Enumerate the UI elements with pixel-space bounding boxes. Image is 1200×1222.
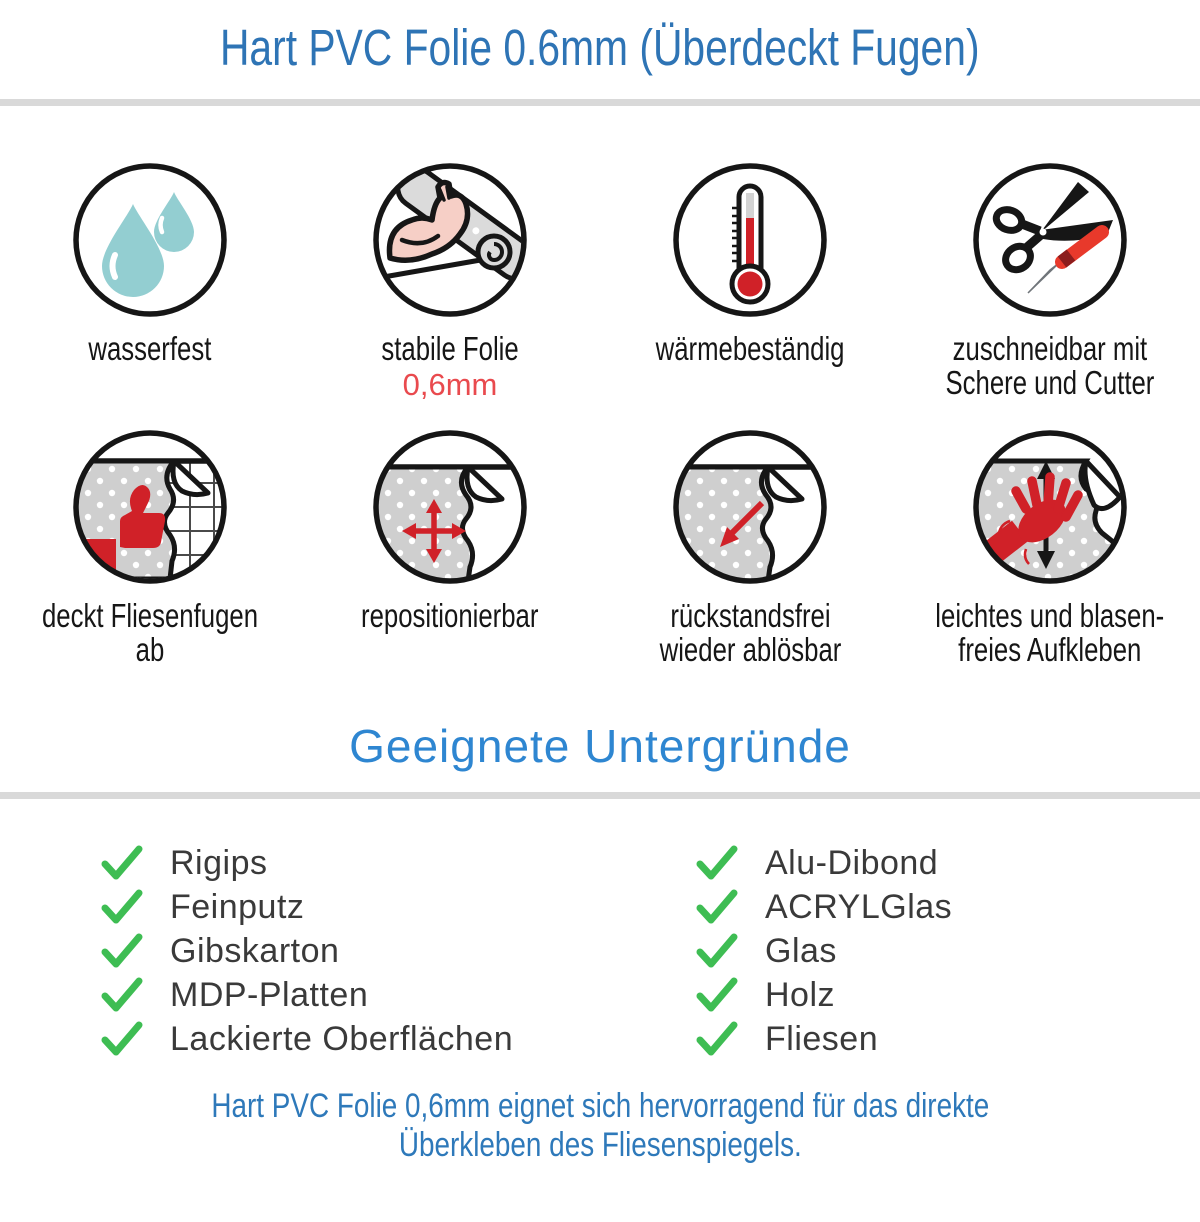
- hand-smoothing-icon: [973, 429, 1127, 584]
- feature-waermebestaendig: wärmebeständig: [600, 160, 900, 401]
- feature-label: wasserfest: [88, 330, 212, 367]
- subsurface-checklist: Rigips Feinputz Gibskarton MDP-Platten L…: [0, 841, 1200, 1061]
- check-icon: [696, 933, 738, 968]
- footer-note: Hart PVC Folie 0,6mm eignet sich hervorr…: [0, 1087, 1200, 1165]
- check-icon: [101, 845, 143, 880]
- check-icon: [101, 1021, 143, 1056]
- list-item-label: Rigips: [170, 843, 268, 882]
- list-item: Feinputz: [100, 885, 695, 929]
- feature-label: deckt Fliesenfugen ab: [41, 596, 259, 668]
- feature-label: repositionierbar: [361, 596, 539, 634]
- check-icon: [696, 845, 738, 880]
- list-item: ACRYLGlas: [695, 885, 952, 929]
- list-item: Holz: [695, 973, 952, 1017]
- thermometer-icon: [673, 163, 827, 317]
- feature-leichtes-aufkleben: leichtes und blasen- freies Aufkleben: [900, 427, 1200, 668]
- list-item: Lackierte Oberflächen: [100, 1017, 695, 1061]
- list-item-label: Alu-Dibond: [765, 843, 939, 882]
- features-grid: wasserfest sta: [0, 160, 1200, 667]
- thumb-up-tiles-icon: [73, 429, 227, 584]
- section-heading-untergruende: Geeignete Untergründe: [349, 720, 851, 773]
- product-infographic: Hart PVC Folie 0.6mm (Überdeckt Fugen) w…: [0, 22, 1200, 1222]
- feature-label: stabile Folie: [381, 330, 519, 367]
- list-item: Rigips: [100, 841, 695, 885]
- list-item-label: MDP-Platten: [170, 975, 369, 1014]
- divider-bar-top: [0, 99, 1200, 106]
- list-item: MDP-Platten: [100, 973, 695, 1017]
- muscle-foil-roll-icon: [373, 163, 527, 317]
- feature-sublabel-thickness: 0,6mm: [402, 367, 498, 403]
- feature-repositionierbar: repositionierbar: [300, 427, 600, 668]
- list-item: Gibskarton: [100, 929, 695, 973]
- page-title-text: Hart PVC Folie 0.6mm (Überdeckt Fugen): [220, 19, 980, 76]
- list-item-label: Holz: [765, 975, 836, 1014]
- list-item-label: Fliesen: [765, 1019, 879, 1058]
- list-item: Alu-Dibond: [695, 841, 952, 885]
- page-title: Hart PVC Folie 0.6mm (Überdeckt Fugen): [0, 22, 1200, 73]
- feature-deckt-fliesenfugen: deckt Fliesenfugen ab: [0, 427, 300, 668]
- list-item-label: Glas: [765, 931, 837, 970]
- feature-label: rückstandsfrei wieder ablösbar: [659, 596, 841, 668]
- list-item-label: Lackierte Oberflächen: [170, 1019, 514, 1058]
- list-item-label: Feinputz: [170, 887, 305, 926]
- list-item-label: Gibskarton: [170, 931, 340, 970]
- feature-label: zuschneidbar mit Schere und Cutter: [945, 330, 1155, 402]
- feature-label: leichtes und blasen- freies Aufkleben: [935, 596, 1165, 668]
- footer-note-text: Hart PVC Folie 0,6mm eignet sich hervorr…: [211, 1087, 989, 1165]
- scissors-cutter-icon: [973, 163, 1127, 317]
- water-drops-icon: [73, 163, 227, 317]
- peel-arrow-foil-icon: [673, 429, 827, 584]
- check-icon: [696, 1021, 738, 1056]
- check-icon: [696, 977, 738, 1012]
- feature-rueckstandsfrei: rückstandsfrei wieder ablösbar: [600, 427, 900, 668]
- checklist-column-left: Rigips Feinputz Gibskarton MDP-Platten L…: [100, 841, 695, 1061]
- move-arrows-foil-icon: [373, 429, 527, 584]
- feature-wasserfest: wasserfest: [0, 160, 300, 401]
- check-icon: [101, 977, 143, 1012]
- check-icon: [101, 933, 143, 968]
- divider-bar-middle: [0, 792, 1200, 800]
- checklist-column-right: Alu-Dibond ACRYLGlas Glas Holz Fliesen: [695, 841, 952, 1061]
- check-icon: [696, 889, 738, 924]
- list-item-label: ACRYLGlas: [765, 887, 953, 926]
- list-item: Fliesen: [695, 1017, 952, 1061]
- list-item: Glas: [695, 929, 952, 973]
- feature-stabile-folie: stabile Folie 0,6mm: [300, 160, 600, 401]
- feature-label: wärmebeständig: [655, 330, 845, 367]
- check-icon: [101, 889, 143, 924]
- feature-zuschneidbar: zuschneidbar mit Schere und Cutter: [900, 160, 1200, 401]
